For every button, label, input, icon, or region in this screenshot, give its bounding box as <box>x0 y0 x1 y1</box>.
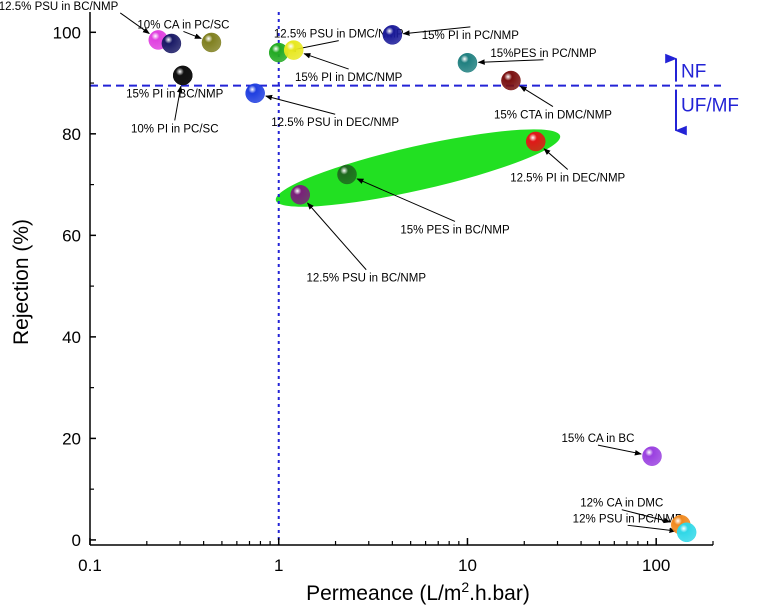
annotation-arrow <box>597 444 642 456</box>
data-point <box>337 164 357 185</box>
annotation-label: 15%PES in PC/NMP <box>490 48 596 60</box>
data-point <box>642 446 662 466</box>
data-point <box>161 33 182 54</box>
annotation-label: 15% CA in BC <box>562 433 635 445</box>
y-tick-label: 60 <box>62 226 81 245</box>
x-tick-label: 0.1 <box>78 556 102 575</box>
data-point <box>172 65 193 86</box>
uf-mf-region-label: UF/MF <box>681 96 739 117</box>
annotation-arrow <box>477 59 544 65</box>
data-point <box>525 131 546 152</box>
nf-region-label: NF <box>681 62 706 83</box>
y-tick-label: 0 <box>72 531 81 550</box>
annotation-arrow <box>621 509 671 524</box>
data-point <box>457 53 478 73</box>
annotation-label: 10% CA in PC/SC <box>137 19 229 31</box>
annotation-label: 15% PES in BC/NMP <box>400 224 510 236</box>
annotation-arrow <box>265 94 336 115</box>
data-point <box>201 32 222 53</box>
annotation-label: 12.5% PSU in DMC/NMP <box>274 29 404 41</box>
annotation-arrow <box>627 524 677 534</box>
annotation-label: 12.5% PI in DEC/NMP <box>510 172 625 184</box>
annotation-arrow <box>303 53 349 70</box>
annotation-label: 12.5% PSU in BC/NMP <box>0 1 119 13</box>
annotation-arrow <box>119 12 150 34</box>
data-point <box>283 40 304 60</box>
x-tick-label: 100 <box>642 556 670 575</box>
annotation-arrow <box>402 26 471 36</box>
annotation-arrow <box>307 202 367 271</box>
annotation-label: 10% PI in PC/SC <box>131 123 219 135</box>
axes: 0 20 40 60 80 100 0.1 1 10 100 <box>53 12 714 575</box>
x-tick-label: 1 <box>274 556 283 575</box>
annotation-arrow <box>543 148 569 170</box>
y-tick-label: 80 <box>62 125 81 144</box>
annotation-label: 12.5% PSU in BC/NMP <box>306 273 426 285</box>
data-point <box>501 70 521 91</box>
annotation-label: 12.5% PSU in DEC/NMP <box>271 117 399 129</box>
annotation-arrow <box>174 85 183 121</box>
y-tick-label: 40 <box>62 328 81 347</box>
annotation-arrow <box>356 178 456 222</box>
y-tick-label: 100 <box>53 23 81 42</box>
x-axis-title: Permeance (L/m2.h.bar) <box>306 579 530 605</box>
annotation-arrow <box>519 85 554 107</box>
annotation-label: 15% PI in BC/NMP <box>126 88 223 100</box>
data-points <box>148 25 697 543</box>
data-point <box>290 184 310 205</box>
threshold-lines: NF UF/MF <box>90 12 739 545</box>
x-tick-label: 10 <box>458 556 477 575</box>
highlight-ellipse <box>275 129 561 207</box>
annotation-label: 15% CTA in DMC/NMP <box>494 110 612 122</box>
annotation-label: 12% CA in DMC <box>580 498 663 510</box>
y-axis-title: Rejection (%) <box>10 219 33 345</box>
data-point <box>676 522 697 543</box>
annotation-label: 15% PI in DMC/NMP <box>295 72 403 84</box>
data-point <box>382 25 403 45</box>
y-tick-label: 20 <box>62 429 81 448</box>
data-point <box>245 83 265 103</box>
annotation-label: 15% PI in PC/NMP <box>422 30 519 42</box>
annotation-arrow <box>183 30 202 39</box>
annotations: 12.5% PSU in BC/NMP 10% CA in PC/SC 15% PI… <box>0 1 683 534</box>
highlight-ellipse-layer <box>275 129 561 207</box>
annotation-label: 12% PSU in PC/NMP <box>573 513 683 525</box>
